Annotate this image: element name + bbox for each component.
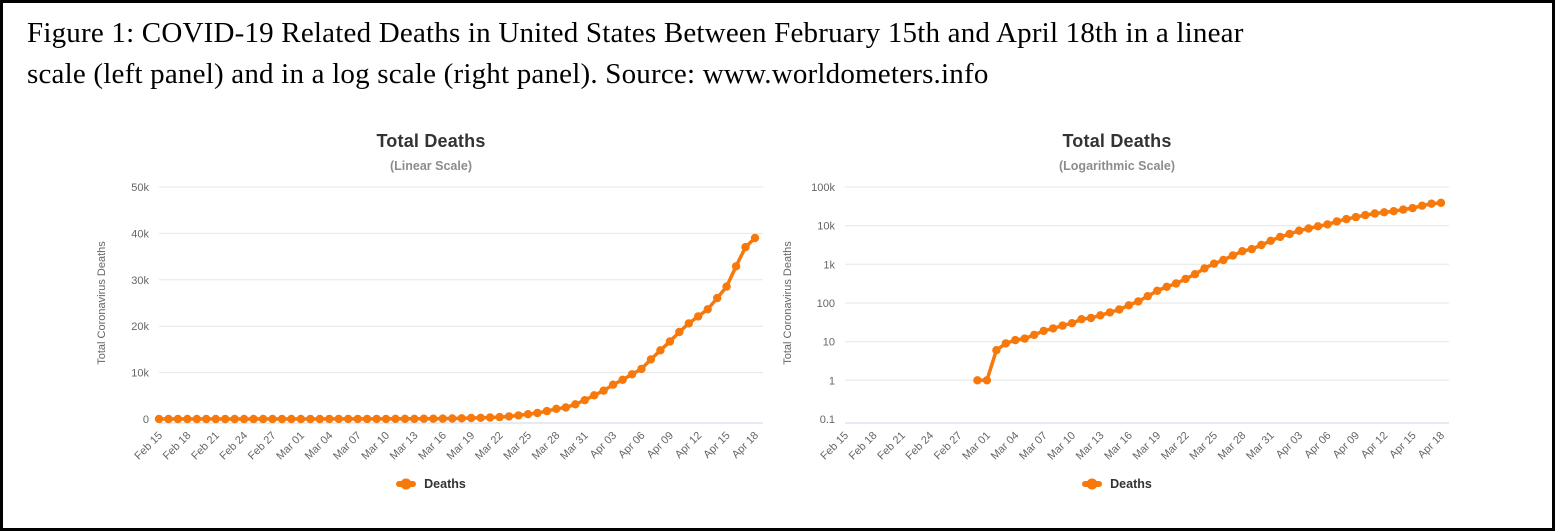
caption-line-1: Figure 1: COVID-19 Related Deaths in Uni…: [27, 17, 1244, 49]
svg-text:Mar 31: Mar 31: [1244, 430, 1277, 463]
svg-text:0: 0: [143, 414, 149, 426]
svg-text:20k: 20k: [131, 321, 149, 333]
linear-chart-panel: Total Deaths (Linear Scale) 0 10k 20k 30k 40…: [91, 119, 771, 491]
legend-marker-icon: [396, 478, 417, 490]
y-gridlines: [159, 186, 763, 374]
svg-text:Apr 12: Apr 12: [673, 430, 704, 461]
svg-text:50k: 50k: [131, 182, 149, 194]
svg-text:Apr 06: Apr 06: [616, 430, 647, 461]
svg-text:Mar 13: Mar 13: [1074, 430, 1107, 463]
y-tick-labels: 0 10k 20k 30k 40k 50k: [131, 182, 149, 426]
svg-text:Apr 09: Apr 09: [1331, 430, 1362, 461]
svg-text:Feb 27: Feb 27: [246, 430, 279, 463]
svg-text:Mar 25: Mar 25: [1187, 430, 1220, 463]
y-axis-title: Total Coronavirus Deaths: [782, 241, 794, 365]
legend: Deaths: [91, 477, 771, 491]
svg-text:100k: 100k: [811, 182, 835, 194]
svg-text:10k: 10k: [817, 221, 835, 233]
series-markers: [973, 198, 1446, 385]
svg-text:Apr 09: Apr 09: [645, 430, 676, 461]
chart-title: Total Deaths: [376, 131, 486, 151]
y-gridlines: [845, 186, 1449, 381]
log-chart-plot: 0.1 1 10 100 1k 10k 100k Total Coronavirus Deat…: [782, 182, 1449, 463]
svg-text:Feb 24: Feb 24: [218, 430, 251, 463]
svg-text:Feb 27: Feb 27: [932, 430, 965, 463]
svg-text:Apr 18: Apr 18: [730, 430, 761, 461]
svg-text:Mar 31: Mar 31: [558, 430, 591, 463]
svg-text:Mar 07: Mar 07: [331, 430, 364, 463]
svg-text:Mar 04: Mar 04: [303, 430, 336, 463]
series-markers: [154, 233, 760, 424]
svg-text:Apr 15: Apr 15: [1387, 430, 1418, 461]
legend-marker-icon: [1082, 478, 1103, 490]
figure-caption: Figure 1: COVID-19 Related Deaths in Uni…: [3, 3, 1552, 95]
svg-text:Feb 21: Feb 21: [875, 430, 908, 463]
svg-text:Mar 13: Mar 13: [388, 430, 421, 463]
svg-text:Mar 16: Mar 16: [1102, 430, 1135, 463]
legend-dot-icon: [1086, 478, 1098, 490]
svg-text:Feb 21: Feb 21: [189, 430, 222, 463]
caption-line-2: scale (left panel) and in a log scale (r…: [27, 58, 989, 90]
svg-text:Apr 15: Apr 15: [701, 430, 732, 461]
y-tick-labels: 0.1 1 10 100 1k 10k 100k: [811, 182, 835, 426]
svg-text:100: 100: [817, 298, 835, 310]
svg-text:30k: 30k: [131, 275, 149, 287]
svg-text:Mar 19: Mar 19: [445, 430, 478, 463]
svg-text:Mar 10: Mar 10: [359, 430, 392, 463]
legend-label: Deaths: [1110, 477, 1152, 491]
svg-text:Mar 10: Mar 10: [1045, 430, 1078, 463]
svg-text:Feb 15: Feb 15: [132, 430, 165, 463]
svg-text:Mar 04: Mar 04: [989, 430, 1022, 463]
svg-text:Apr 06: Apr 06: [1302, 430, 1333, 461]
svg-text:Feb 18: Feb 18: [161, 430, 194, 463]
svg-text:0.1: 0.1: [820, 414, 835, 426]
svg-text:Mar 16: Mar 16: [416, 430, 449, 463]
chart-title: Total Deaths: [1062, 131, 1172, 151]
legend-label: Deaths: [424, 477, 466, 491]
charts-row: Total Deaths (Linear Scale) 0 10k 20k 30k 40…: [3, 119, 1552, 491]
svg-text:1: 1: [829, 375, 835, 387]
svg-text:Mar 22: Mar 22: [473, 430, 506, 463]
svg-text:Feb 24: Feb 24: [904, 430, 937, 463]
chart-subtitle: (Logarithmic Scale): [1059, 159, 1175, 173]
svg-text:Mar 01: Mar 01: [960, 430, 993, 463]
legend: Deaths: [777, 477, 1457, 491]
chart-subtitle: (Linear Scale): [390, 159, 472, 173]
svg-text:1k: 1k: [823, 259, 835, 271]
svg-text:Mar 01: Mar 01: [274, 430, 307, 463]
linear-chart-plot: 0 10k 20k 30k 40k 50k Total Coronavirus Deaths…: [96, 182, 763, 463]
svg-text:Feb 15: Feb 15: [818, 430, 851, 463]
log-chart-panel: Total Deaths (Logarithmic Scale) 0.1 1 10 1…: [777, 119, 1457, 491]
svg-text:Mar 25: Mar 25: [501, 430, 534, 463]
series-line: [157, 236, 757, 421]
series-line: [975, 201, 1443, 383]
svg-text:Feb 18: Feb 18: [847, 430, 880, 463]
svg-text:Apr 18: Apr 18: [1416, 430, 1447, 461]
svg-text:Apr 03: Apr 03: [1274, 430, 1305, 461]
svg-text:Mar 22: Mar 22: [1159, 430, 1192, 463]
svg-text:Apr 12: Apr 12: [1359, 430, 1390, 461]
svg-text:Mar 19: Mar 19: [1131, 430, 1164, 463]
svg-text:Mar 28: Mar 28: [530, 430, 563, 463]
y-axis-title: Total Coronavirus Deaths: [96, 241, 108, 365]
svg-text:10: 10: [823, 337, 835, 349]
svg-text:Apr 03: Apr 03: [588, 430, 619, 461]
svg-text:Mar 28: Mar 28: [1216, 430, 1249, 463]
legend-dot-icon: [400, 478, 412, 490]
svg-text:Mar 07: Mar 07: [1017, 430, 1050, 463]
svg-text:40k: 40k: [131, 228, 149, 240]
svg-text:10k: 10k: [131, 368, 149, 380]
